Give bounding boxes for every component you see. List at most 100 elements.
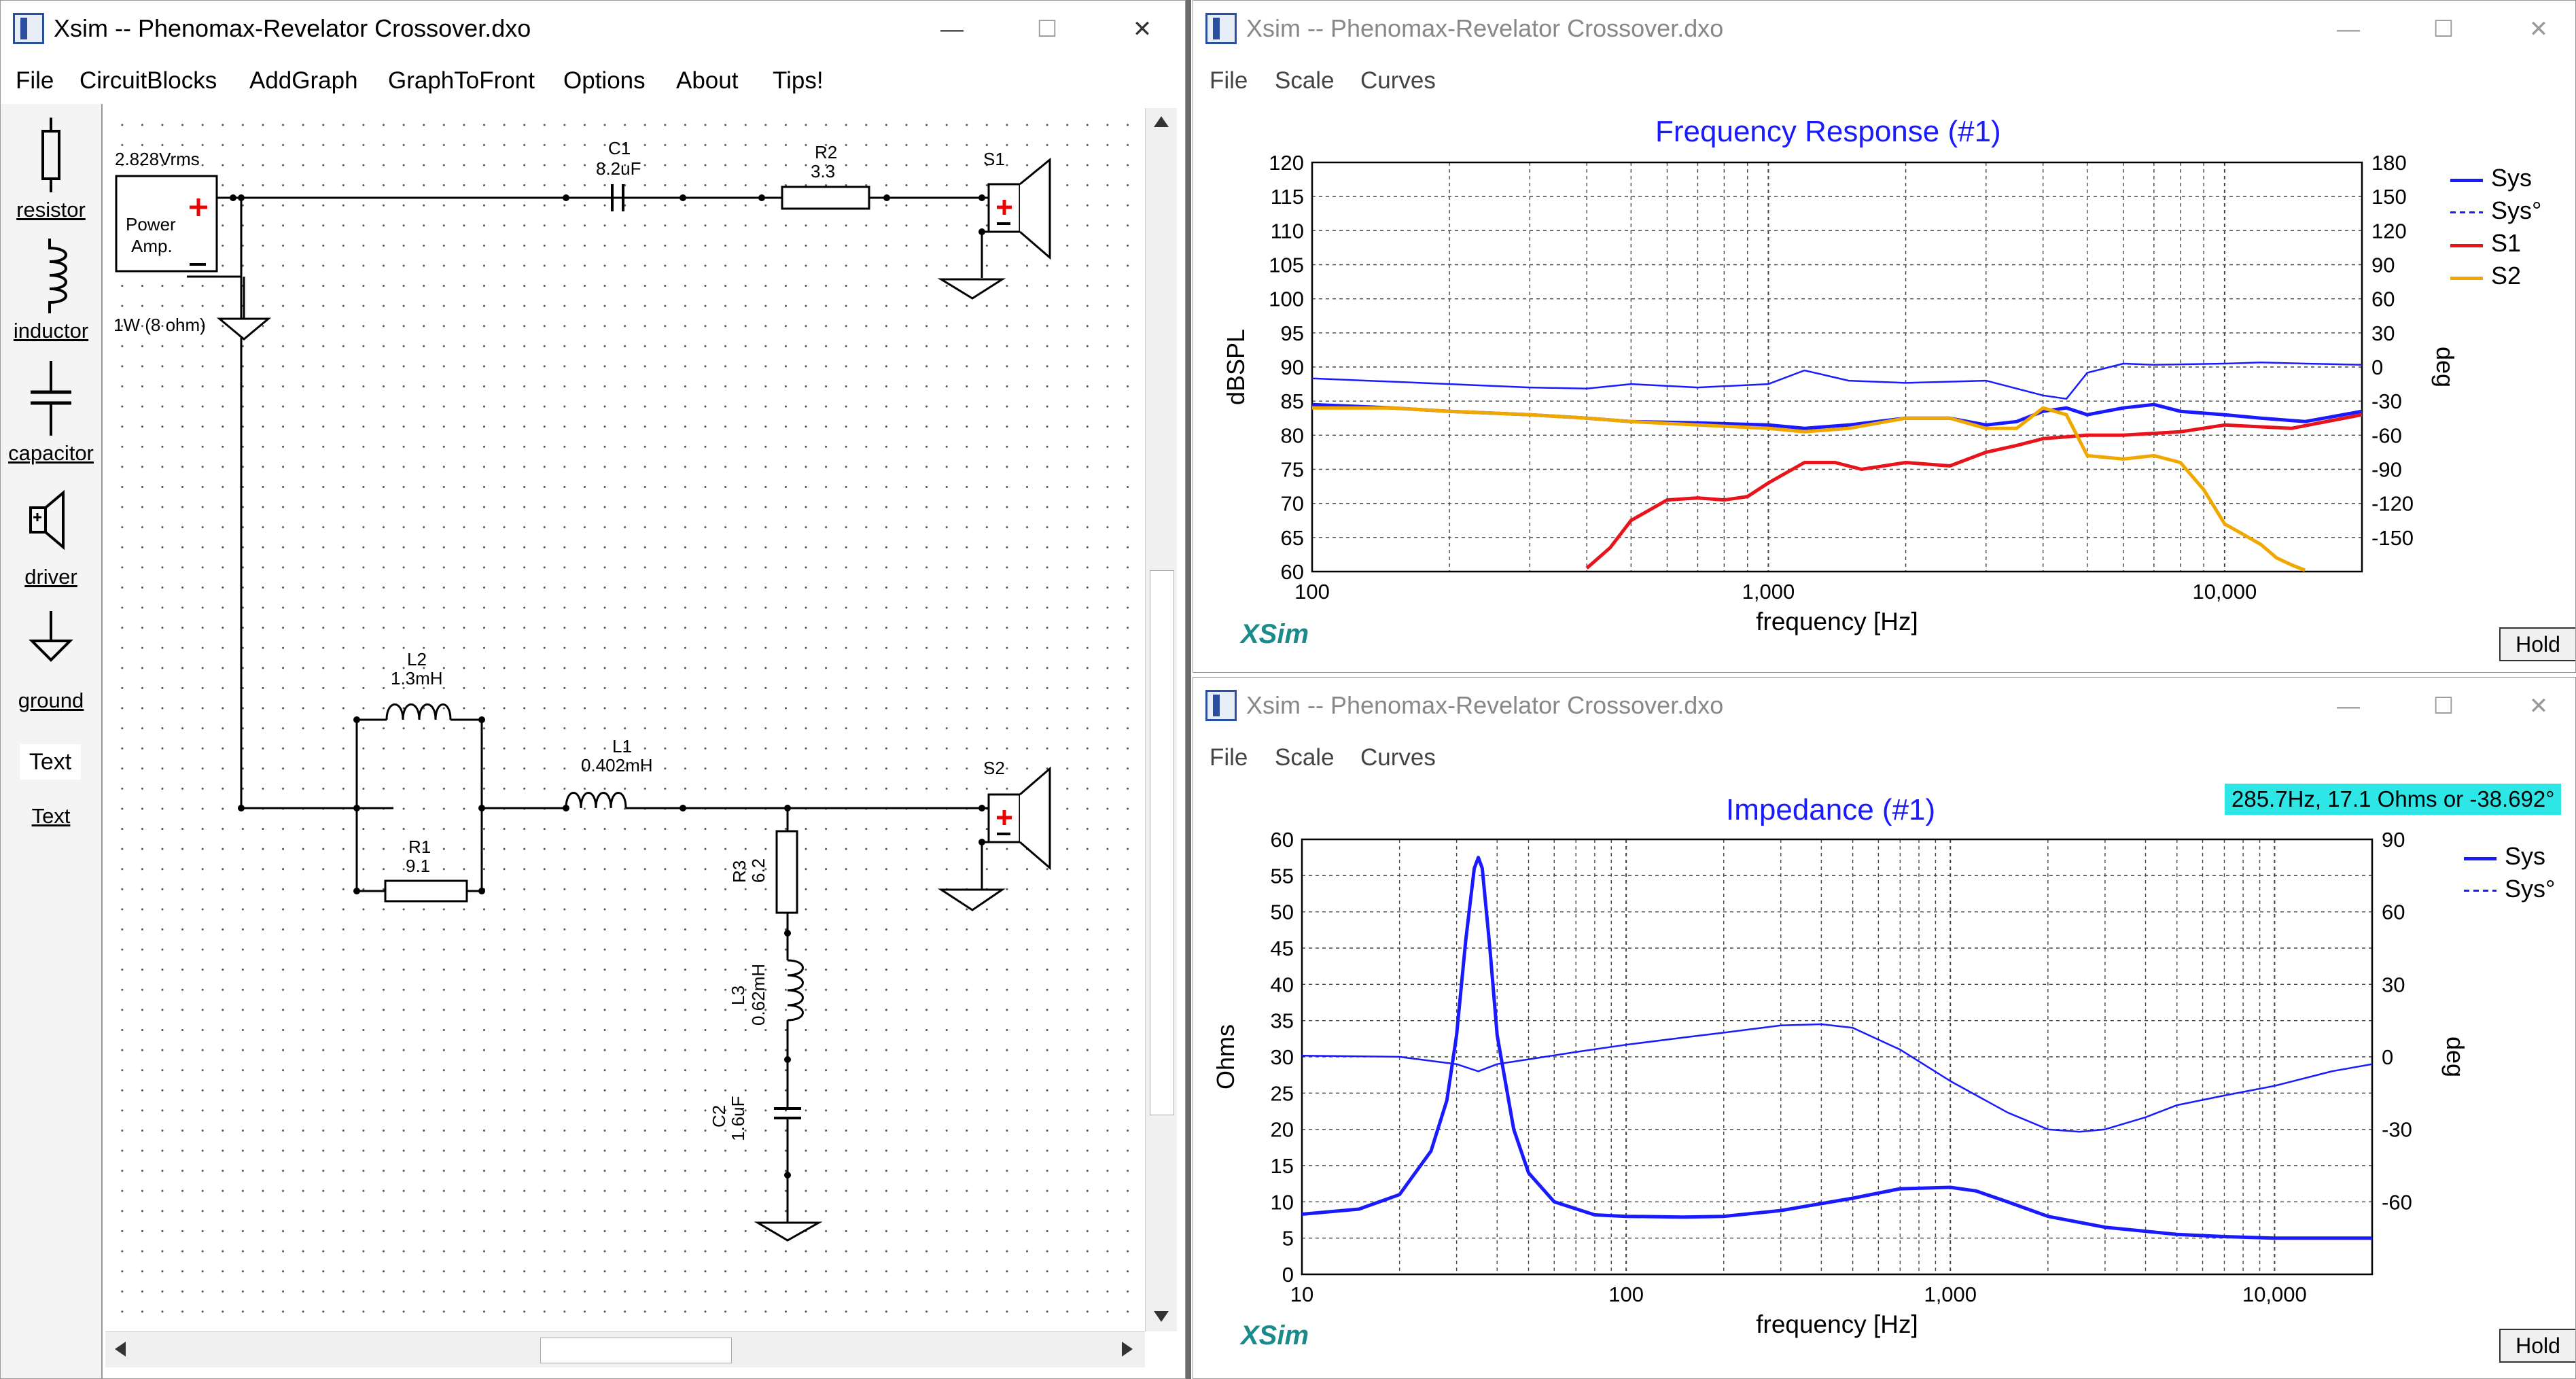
scroll-down-icon[interactable]: [1154, 1311, 1169, 1322]
resistor-icon: [41, 118, 60, 192]
fr-xtick-label: 10,000: [2192, 580, 2257, 604]
palette-inductor[interactable]: inductor: [1, 239, 101, 347]
frequency-response-window: Xsim -- Phenomax-Revelator Crossover.dxo…: [1193, 0, 2576, 673]
scroll-left-icon[interactable]: [115, 1342, 126, 1357]
menu-file[interactable]: File: [1210, 744, 1248, 771]
fr-y2label: deg: [2431, 347, 2459, 387]
imp-plot-frame: [1301, 838, 2374, 1276]
minimize-icon[interactable]: —: [940, 16, 964, 42]
menu-file[interactable]: File: [16, 67, 54, 94]
menu-scale[interactable]: Scale: [1275, 744, 1335, 771]
menu-about[interactable]: About: [676, 67, 739, 94]
fr-series-sys-phase: [1312, 362, 2362, 400]
s1-name: S1: [983, 149, 1005, 169]
menu-addgraph[interactable]: AddGraph: [249, 67, 358, 94]
imp-y2tick-label: 0: [2382, 1045, 2393, 1069]
imp-ytick-label: 50: [1271, 901, 1294, 924]
palette-resistor-label: resistor: [16, 198, 86, 222]
imp-ytick-label: 35: [1271, 1009, 1294, 1033]
maximize-icon[interactable]: ☐: [2433, 16, 2454, 42]
fr-ytick-label: 75: [1281, 458, 1304, 482]
palette-capacitor[interactable]: capacitor: [1, 361, 101, 470]
l1-value: 0.402mH: [581, 755, 653, 775]
schematic-canvas[interactable]: [105, 108, 1141, 1323]
palette-resistor[interactable]: resistor: [1, 118, 101, 226]
imp-ytick-label: 15: [1271, 1154, 1294, 1178]
close-icon[interactable]: ✕: [2528, 693, 2549, 719]
fr-y2tick-label: 120: [2371, 219, 2407, 243]
menu-curves[interactable]: Curves: [1360, 67, 1436, 94]
imp-legend-sys: Sys: [2464, 842, 2545, 871]
menu-graphtofront[interactable]: GraphToFront: [388, 67, 535, 94]
horizontal-scroll-thumb[interactable]: [540, 1338, 732, 1363]
canvas-horizontal-scrollbar[interactable]: [105, 1331, 1145, 1367]
minimize-icon[interactable]: —: [2337, 693, 2360, 719]
fr-ytick-label: 120: [1269, 151, 1304, 175]
imp-ytick-label: 0: [1282, 1263, 1294, 1287]
fr-xtick-label: 1,000: [1742, 580, 1795, 604]
maximize-icon[interactable]: ☐: [2433, 693, 2454, 719]
palette-driver[interactable]: driver: [1, 486, 101, 595]
imp-ytick-label: 5: [1282, 1227, 1294, 1251]
imp-ytick-label: 30: [1271, 1045, 1294, 1069]
schematic-drawing: 2.828Vrms Power Amp. 1W (8 ohm) C1 8.2uF…: [113, 138, 1051, 1242]
imp-ylabel: Ohms: [1212, 1024, 1239, 1089]
menu-file[interactable]: File: [1210, 67, 1248, 94]
scroll-up-icon[interactable]: [1154, 116, 1169, 127]
palette-text-label: Text: [31, 804, 71, 828]
menu-scale[interactable]: Scale: [1275, 67, 1335, 94]
imp-y2tick-label: 60: [2382, 901, 2405, 924]
imp-xtick-label: 10: [1290, 1282, 1313, 1306]
fr-brand: XSim: [1241, 619, 1309, 649]
palette-ground[interactable]: ground: [1, 611, 101, 720]
imp-xlabel: frequency [Hz]: [1756, 1310, 1918, 1338]
fr-y2tick-label: 0: [2371, 355, 2383, 379]
amp-label-power: Power: [126, 214, 176, 234]
l2-value: 1.3mH: [391, 668, 443, 688]
c2-name: C2: [709, 1105, 729, 1128]
fr-y2tick-label: -120: [2371, 492, 2414, 516]
imp-hold-button[interactable]: Hold: [2499, 1329, 2575, 1363]
fr-y2tick-label: 150: [2371, 185, 2407, 209]
app-icon: [1205, 13, 1237, 44]
menu-circuitblocks[interactable]: CircuitBlocks: [80, 67, 217, 94]
menu-tips[interactable]: Tips!: [773, 67, 824, 94]
fr-titlebar[interactable]: Xsim -- Phenomax-Revelator Crossover.dxo…: [1193, 1, 2575, 60]
vertical-scroll-thumb[interactable]: [1150, 570, 1174, 1115]
fr-y2tick-label: -30: [2371, 389, 2402, 413]
power-amp-block[interactable]: [115, 175, 218, 273]
canvas-vertical-scrollbar[interactable]: [1145, 108, 1177, 1331]
fr-hold-button[interactable]: Hold: [2499, 627, 2575, 661]
text-tool-icon: Text: [20, 744, 81, 780]
fr-y2tick-label: -150: [2371, 526, 2414, 550]
menu-options[interactable]: Options: [563, 67, 646, 94]
palette-capacitor-label: capacitor: [8, 441, 94, 465]
imp-y2tick-label: 90: [2382, 828, 2405, 852]
frequency-response-chart[interactable]: 120 115 110 105 100 95 90 85 80 75 70 65 60 180 150 120…: [1193, 123, 2576, 667]
fr-y2tick-label: 30: [2371, 321, 2395, 345]
c1-value: 8.2uF: [596, 158, 641, 179]
imp-xtick-label: 100: [1608, 1282, 1644, 1306]
imp-y2label: deg: [2441, 1036, 2469, 1077]
ground-icon: [29, 611, 73, 662]
palette-ground-label: ground: [18, 688, 84, 712]
palette-text[interactable]: Text Text: [1, 736, 101, 858]
scroll-right-icon[interactable]: [1122, 1342, 1133, 1357]
schematic-titlebar[interactable]: Xsim -- Phenomax-Revelator Crossover.dxo…: [1, 1, 1185, 60]
fr-legend-sys: Sys: [2450, 164, 2532, 192]
imp-ytick-label: 60: [1271, 828, 1294, 852]
l3-value: 0.62mH: [748, 964, 769, 1026]
imp-y2tick-label: 30: [2382, 973, 2405, 996]
imp-ytick-label: 40: [1271, 973, 1294, 996]
menu-curves[interactable]: Curves: [1360, 744, 1436, 771]
maximize-icon[interactable]: ☐: [1036, 16, 1058, 42]
fr-ytick-label: 85: [1281, 389, 1304, 413]
minimize-icon[interactable]: —: [2337, 16, 2360, 42]
close-icon[interactable]: ✕: [2528, 16, 2549, 42]
inductor-icon: [48, 239, 67, 313]
fr-series-s2: [1312, 406, 2306, 572]
close-icon[interactable]: ✕: [1132, 16, 1152, 42]
imp-titlebar[interactable]: Xsim -- Phenomax-Revelator Crossover.dxo…: [1193, 678, 2575, 737]
palette-driver-label: driver: [24, 565, 77, 589]
